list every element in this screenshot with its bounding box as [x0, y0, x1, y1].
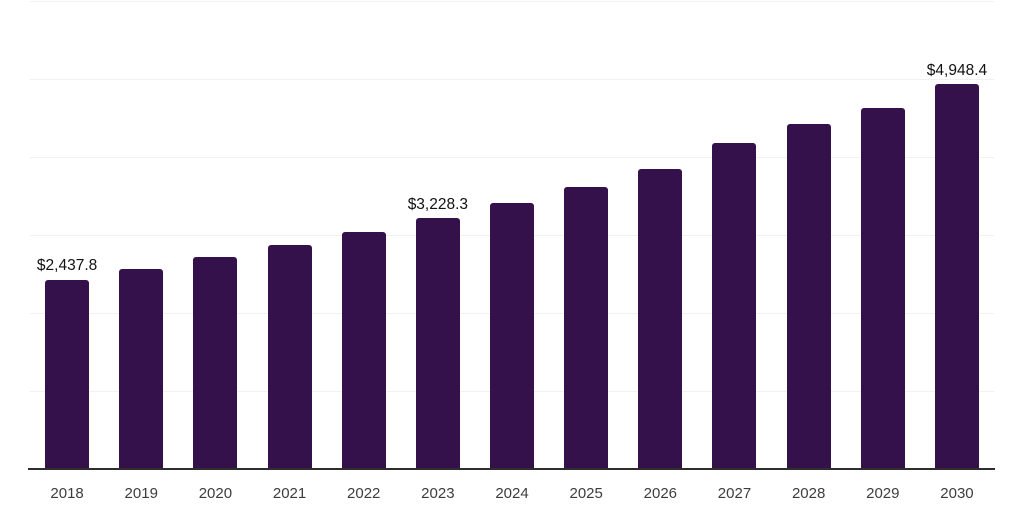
bar-2023[interactable]: [415, 218, 460, 470]
bar-2019[interactable]: [119, 268, 164, 470]
bar-value-label-2018: $2,437.8: [36, 257, 98, 275]
x-tick-label-2019: 2019: [124, 485, 158, 502]
bars-container: $2,437.8 $3,228.3 $4,948.4: [30, 2, 994, 470]
bar-slot-2024: [475, 2, 549, 470]
bar-2026[interactable]: [638, 168, 683, 470]
gridline: [30, 79, 994, 80]
x-tick-label-2020: 2020: [198, 485, 233, 502]
bar-2021[interactable]: [267, 245, 312, 470]
bar-slot-2021: [252, 2, 326, 470]
x-tick-label-2022: 2022: [347, 485, 381, 502]
x-tick-label-2030: 2030: [940, 485, 974, 502]
bar-2028[interactable]: [786, 124, 831, 470]
bar-slot-2025: [549, 2, 623, 470]
x-tick-label-2023: 2023: [421, 485, 455, 502]
bar-slot-2019: [104, 2, 178, 470]
x-tick-label-2021: 2021: [272, 485, 307, 502]
bar-2018[interactable]: [45, 279, 90, 470]
bar-2022[interactable]: [341, 231, 386, 470]
bar-slot-2030: $4,948.4: [920, 2, 994, 470]
bar-2029[interactable]: [860, 107, 905, 470]
bar-slot-2029: [846, 2, 920, 470]
x-tick-label-2028: 2028: [791, 485, 826, 502]
bar-2030[interactable]: [934, 84, 979, 470]
bar-2020[interactable]: [193, 257, 238, 470]
bar-value-label-2023: $3,228.3: [407, 195, 469, 213]
bar-slot-2023: $3,228.3: [401, 2, 475, 470]
gridline: [30, 157, 994, 158]
bar-slot-2026: [623, 2, 697, 470]
bar-slot-2018: $2,437.8: [30, 2, 104, 470]
x-tick-label-2018: 2018: [50, 485, 84, 502]
plot-area: $2,437.8 $3,228.3 $4,948.4: [30, 1, 994, 470]
bar-slot-2028: [772, 2, 846, 470]
bar-value-label-2030: $4,948.4: [926, 61, 988, 79]
bar-slot-2022: [327, 2, 401, 470]
x-tick-label-2026: 2026: [643, 485, 678, 502]
gridline: [30, 1, 994, 2]
bar-slot-2020: [178, 2, 252, 470]
bar-2027[interactable]: [712, 143, 757, 470]
bar-2025[interactable]: [564, 186, 609, 470]
x-tick-label-2027: 2027: [717, 485, 752, 502]
x-axis-line: [28, 468, 995, 470]
x-axis-labels: 2018 2019 2020 2021 2022 2023 2024 2025 2026 2027…: [30, 482, 994, 506]
bar-2024[interactable]: [490, 203, 535, 470]
x-tick-label-2025: 2025: [569, 485, 603, 502]
x-tick-label-2029: 2029: [866, 485, 900, 502]
x-tick-label-2024: 2024: [495, 485, 529, 502]
bar-slot-2027: [697, 2, 771, 470]
